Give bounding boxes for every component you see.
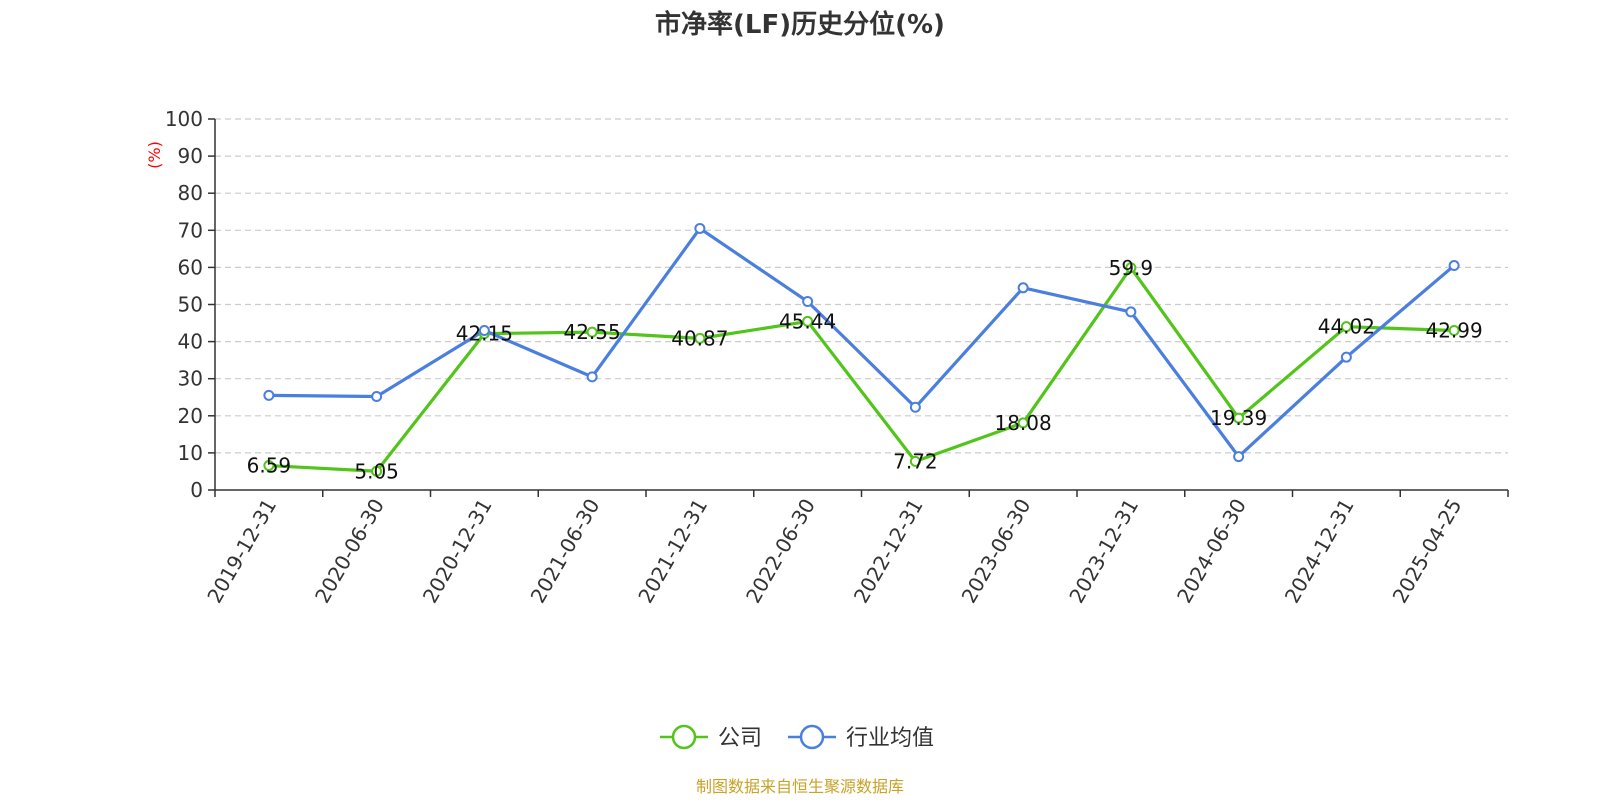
y-tick-label: 100 — [165, 107, 203, 131]
legend-label: 公司 — [718, 726, 762, 751]
axes: 0 10 20 30 40 50 60 70 80 90 100(%) 2019-12-31 2020-… — [145, 107, 1509, 608]
x-tick-label: 2021-06-30 — [526, 495, 605, 608]
data-point[interactable] — [1017, 282, 1029, 294]
x-tick-label: 2019-12-31 — [202, 495, 281, 608]
data-point[interactable] — [802, 315, 814, 327]
data-point[interactable] — [371, 391, 383, 403]
data-label: 42.15 — [456, 322, 513, 346]
data-point[interactable] — [1233, 451, 1245, 463]
data-point[interactable] — [263, 389, 275, 401]
y-tick-label: 90 — [178, 144, 203, 168]
y-tick-label: 80 — [178, 181, 203, 205]
y-axis-label: (%) — [145, 141, 164, 169]
legend-item-1[interactable]: 行业均值 — [788, 724, 934, 751]
legend[interactable]: 公司 行业均值 — [660, 724, 934, 751]
data-point[interactable] — [1125, 306, 1137, 318]
legend-marker-icon — [671, 724, 697, 750]
y-tick-label: 60 — [178, 255, 203, 279]
data-point[interactable] — [586, 371, 598, 383]
y-tick-label: 50 — [178, 293, 203, 317]
grid-lines — [215, 118, 1508, 454]
y-tick-label: 10 — [178, 441, 203, 465]
y-tick-label: 70 — [178, 218, 203, 242]
data-point[interactable] — [694, 332, 706, 344]
legend-item-0[interactable]: 公司 — [660, 724, 762, 751]
source-note: 制图数据来自恒生聚源数据库 — [696, 777, 904, 796]
data-label: 18.08 — [994, 411, 1051, 435]
series-lines — [263, 222, 1460, 477]
x-tick-label: 2024-06-30 — [1172, 495, 1251, 608]
data-labels: 6.59 5.05 42.15 42.55 40.87 45.44 7.72 18.08 59.… — [247, 256, 1483, 483]
data-point[interactable] — [802, 296, 814, 308]
x-tick-label: 2023-06-30 — [957, 495, 1036, 608]
data-label: 6.59 — [247, 454, 292, 478]
y-tick-label: 40 — [178, 330, 203, 354]
x-tick-label: 2021-12-31 — [633, 495, 712, 608]
y-tick-label: 30 — [178, 367, 203, 391]
y-tick-label: 0 — [190, 478, 203, 502]
data-label: 44.02 — [1318, 315, 1375, 339]
data-point[interactable] — [586, 326, 598, 338]
data-label: 42.55 — [563, 320, 620, 344]
data-point[interactable] — [909, 401, 921, 413]
data-point[interactable] — [263, 460, 275, 472]
x-tick-label: 2024-12-31 — [1280, 495, 1359, 608]
series-line-0 — [268, 266, 1455, 473]
x-tick-label: 2020-12-31 — [418, 495, 497, 608]
data-label: 5.05 — [354, 459, 399, 483]
data-point[interactable] — [1340, 321, 1352, 333]
legend-label: 行业均值 — [846, 726, 934, 751]
data-label: 40.87 — [671, 326, 728, 350]
x-tick-label: 2022-12-31 — [849, 495, 928, 608]
data-label: 19.39 — [1210, 406, 1267, 430]
data-label: 7.72 — [893, 449, 938, 473]
data-point[interactable] — [909, 455, 921, 467]
data-point[interactable] — [1233, 412, 1245, 424]
data-point[interactable] — [1448, 260, 1460, 272]
series-line-1 — [268, 226, 1456, 459]
data-point[interactable] — [1448, 325, 1460, 337]
chart-title: 市净率(LF)历史分位(%) — [655, 9, 945, 40]
legend-marker-icon — [799, 724, 825, 750]
data-label: 45.44 — [779, 309, 836, 333]
data-point[interactable] — [1017, 417, 1029, 429]
x-tick-label: 2022-06-30 — [741, 495, 820, 608]
data-point[interactable] — [371, 465, 383, 477]
data-label: 42.99 — [1425, 319, 1482, 343]
data-point[interactable] — [478, 324, 490, 336]
x-tick-label: 2020-06-30 — [310, 495, 389, 608]
x-tick-label: 2025-04-25 — [1388, 495, 1467, 608]
y-tick-label: 20 — [178, 404, 203, 428]
data-point[interactable] — [694, 222, 706, 234]
data-point[interactable] — [1340, 351, 1352, 363]
x-tick-label: 2023-12-31 — [1064, 495, 1143, 608]
data-label: 59.9 — [1109, 256, 1154, 280]
data-point[interactable] — [1125, 262, 1137, 274]
